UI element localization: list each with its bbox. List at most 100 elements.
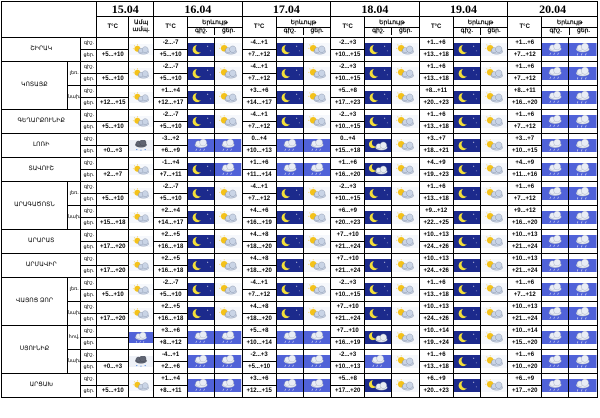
temperature-cell: +21...+24 <box>330 313 366 326</box>
temperature-cell: -4...+1 <box>241 109 277 122</box>
moon-icon <box>188 210 214 225</box>
day-label: ցեր. <box>80 337 98 350</box>
rain-icon <box>542 258 568 273</box>
weather-icon <box>568 181 598 206</box>
moon-icon <box>454 114 480 129</box>
cloud-sun-icon <box>304 306 330 321</box>
temperature-cell: +4...+9 <box>418 157 454 170</box>
weather-icon <box>479 133 509 158</box>
moon-icon <box>277 186 303 201</box>
temperature-cell: -2...+3 <box>330 109 366 122</box>
cloud-sun-icon <box>304 114 330 129</box>
temperature-cell: +18...+20 <box>241 265 277 278</box>
moon-icon <box>188 282 214 297</box>
cloud-sun-icon <box>392 354 419 369</box>
cloud-sun-icon <box>129 307 153 320</box>
weather-icon <box>364 109 393 134</box>
temperature-cell: -2...-7 <box>153 37 189 50</box>
temperature-cell: +5...+10 <box>96 49 130 62</box>
weather-icon <box>391 373 420 398</box>
rain-icon <box>277 330 303 345</box>
weather-icon <box>568 205 598 230</box>
weather-icon <box>479 349 509 374</box>
weather-icon <box>302 301 332 326</box>
day-label: ցեր. <box>80 361 98 374</box>
weather-icon <box>479 325 509 350</box>
weather-icon <box>214 253 243 278</box>
cloud-header: Ամպ ամպ. <box>128 16 155 38</box>
temperature-cell: +11...+14 <box>241 169 277 182</box>
temperature-cell: +1...+6 <box>507 37 543 50</box>
moon-icon <box>365 90 391 105</box>
cloud-header-bottom: ամպ. <box>132 27 150 33</box>
zone-label: լեռ. <box>66 61 82 86</box>
cloud-moon-icon <box>365 138 391 153</box>
temperature-cell: +2...+5 <box>153 229 189 242</box>
weather-icon <box>364 133 393 158</box>
table-row: ԱՐԱՐԱՏ գիշ. +2...+5 +4...+8 <box>0 229 598 254</box>
weather-icon <box>275 349 304 374</box>
night-label: գիշ. <box>80 109 98 122</box>
weather-icon <box>541 85 570 110</box>
table-row: ՇԻՐԱԿ գիշ. -2...-7 -4...+1 <box>0 37 598 62</box>
moon-icon <box>277 66 303 81</box>
cloud-sun-icon <box>481 114 507 129</box>
weather-icon <box>452 253 481 278</box>
rain-icon <box>304 354 330 369</box>
weather-icon <box>541 109 570 134</box>
temp-header: T°C <box>153 16 189 38</box>
weather-icon <box>187 61 216 86</box>
snow-rain-icon <box>129 355 153 368</box>
weather-icon <box>187 325 216 350</box>
zone-label: նախ. <box>66 85 82 110</box>
weather-icon <box>128 277 155 302</box>
table-row: ցեր. +0...+3 +6...+9 +10...+13 +15...+18 +18.… <box>2 145 598 158</box>
weather-icon <box>541 229 570 254</box>
temperature-cell: -2...+3 <box>241 349 277 362</box>
phenomenon-title: Երևույթ <box>188 20 242 28</box>
temperature-cell: +12...+17 <box>153 97 189 110</box>
zone-label: նախ. <box>66 301 82 326</box>
rain-icon <box>542 66 568 81</box>
phenomenon-header: Երևույթ գիշ. ցեր. <box>187 16 243 38</box>
temperature-cell: +13...+18 <box>418 121 454 134</box>
temperature-cell: +0...+3 <box>96 145 130 158</box>
temperature-cell: +4...+6 <box>241 205 277 218</box>
cloud-sun-icon <box>481 354 507 369</box>
temp-header: T°C <box>96 16 130 38</box>
weather-icon <box>541 61 570 86</box>
moon-icon <box>188 162 214 177</box>
temperature-cell: +18...+20 <box>241 313 277 326</box>
weather-icon <box>391 349 420 374</box>
day-label: ցեր. <box>80 385 98 398</box>
rain-icon <box>542 234 568 249</box>
cloud-sun-icon <box>129 235 153 248</box>
temperature-cell: +2...+6 <box>153 361 189 374</box>
moon-icon <box>188 114 214 129</box>
rain-icon <box>304 330 330 345</box>
weather-icon <box>541 157 570 182</box>
region-name: ԱՐԱՐԱՏ <box>0 229 82 254</box>
temperature-cell: +1...+6 <box>418 109 454 122</box>
cloud-sun-icon <box>392 330 419 345</box>
day-label: ցեր. <box>80 145 98 158</box>
temperature-cell: +7...+12 <box>507 193 543 206</box>
temperature-cell: +13...+18 <box>418 49 454 62</box>
weather-icon <box>364 85 393 110</box>
weather-icon <box>452 85 481 110</box>
weather-icon <box>364 253 393 278</box>
temperature-cell: +3...+7 <box>507 133 543 146</box>
moon-icon <box>454 282 480 297</box>
weather-icon <box>187 253 216 278</box>
cloud-moon-icon <box>365 330 391 345</box>
moon-icon <box>454 162 480 177</box>
weather-icon <box>214 157 243 182</box>
temperature-cell: 0...+4 <box>330 133 366 146</box>
cloud-sun-icon <box>215 90 242 105</box>
temperature-cell: +10...+15 <box>507 145 543 158</box>
rain-icon <box>569 114 597 129</box>
day-label: ցեր. <box>80 193 98 206</box>
moon-icon <box>188 42 214 57</box>
rain-icon <box>215 138 242 153</box>
moon-icon <box>454 66 480 81</box>
